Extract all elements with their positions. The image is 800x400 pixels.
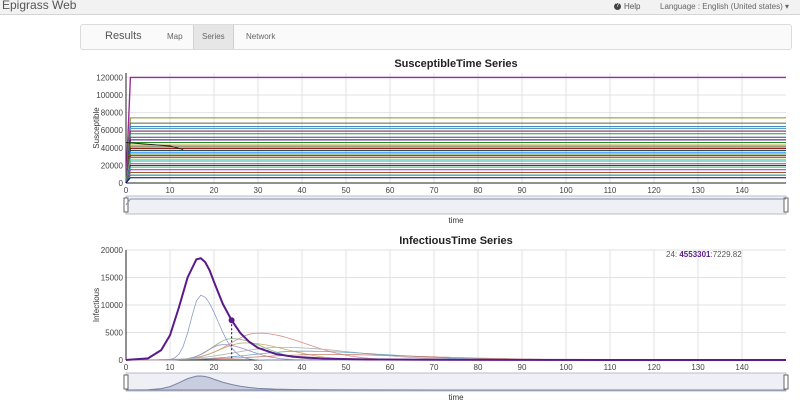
hover-legend: 24: 4553301:7229.82: [666, 250, 742, 259]
x-tick-label: 60: [386, 363, 395, 372]
x-tick-label: 130: [691, 186, 705, 195]
x-tick-label: 80: [474, 186, 483, 195]
x-tick-label: 60: [386, 186, 395, 195]
x-tick-label: 140: [735, 363, 749, 372]
series-line: [125, 76, 786, 184]
x-tick-label: 90: [518, 186, 527, 195]
x-tick-label: 50: [342, 363, 351, 372]
navigator-line: [125, 198, 786, 206]
y-tick-label: 120000: [96, 73, 123, 82]
infectious-series: [125, 257, 787, 361]
x-tick-label: 120: [647, 186, 661, 195]
x-tick-label: 10: [166, 186, 175, 195]
y-axis-label: Susceptible: [92, 107, 101, 149]
susceptible-series: [125, 76, 786, 184]
x-tick-label: 100: [559, 363, 573, 372]
y-tick-label: 10000: [101, 301, 124, 310]
x-tick-label: 70: [430, 363, 439, 372]
x-tick-label: 20: [210, 363, 219, 372]
hover-marker: [228, 317, 235, 324]
y-tick-label: 20000: [101, 246, 124, 255]
tab-series[interactable]: Series: [193, 25, 234, 49]
y-tick-label: 40000: [101, 144, 124, 153]
x-tick-label: 110: [604, 186, 617, 195]
x-axis-label: time: [448, 393, 464, 400]
x-tick-label: 140: [735, 186, 749, 195]
y-tick-label: 0: [119, 179, 124, 188]
x-tick-label: 100: [559, 186, 573, 195]
y-tick-label: 5000: [105, 329, 123, 338]
y-tick-label: 60000: [101, 126, 124, 135]
caret-down-icon: ▾: [784, 2, 789, 11]
y-tick-label: 100000: [96, 91, 123, 100]
x-tick-label: 30: [254, 186, 263, 195]
x-tick-label: 90: [518, 363, 527, 372]
navigator-preview: [125, 375, 787, 391]
x-tick-label: 70: [430, 186, 439, 195]
range-navigator: [123, 372, 789, 392]
results-tabbar: Results Map Series Network: [80, 24, 792, 50]
chart-title: SusceptibleTime Series: [394, 58, 517, 70]
help-label: Help: [624, 2, 641, 11]
help-link[interactable]: ? Help: [614, 2, 640, 11]
y-tick-label: 80000: [101, 109, 124, 118]
navigator-handle-right: [783, 374, 789, 390]
top-navbar: Epigrass Web ? Help Language : English (U…: [0, 0, 800, 15]
y-tick-label: 20000: [101, 161, 124, 170]
x-tick-label: 120: [647, 363, 661, 372]
series-line: [125, 174, 786, 184]
x-tick-label: 0: [124, 363, 129, 372]
navigator-handle-right: [783, 197, 789, 213]
x-tick-label: 50: [342, 186, 351, 195]
x-tick-label: 20: [210, 186, 219, 195]
language-label: Language: [660, 2, 696, 11]
x-axis-label: time: [448, 216, 464, 225]
x-tick-label: 130: [691, 363, 705, 372]
app-brand[interactable]: Epigrass Web: [2, 0, 77, 12]
language-value: English (United states): [702, 2, 783, 11]
navigator-preview: [125, 198, 786, 206]
y-tick-label: 0: [119, 356, 124, 365]
x-tick-label: 0: [124, 186, 129, 195]
susceptible-chart: SusceptibleTime Series 0 10 20 30 40 50 60 70 80 9…: [92, 58, 789, 225]
y-axis-label: Infectious: [92, 288, 101, 322]
hover-legend-value: 4553301: [679, 250, 711, 259]
series-line: [126, 338, 786, 361]
hover-legend-suffix: :7229.82: [711, 250, 743, 259]
chart-title: InfectiousTime Series: [399, 235, 513, 247]
x-tick-label: 80: [474, 363, 483, 372]
tab-network[interactable]: Network: [246, 32, 276, 41]
results-heading: Results: [105, 30, 142, 42]
x-tick-label: 40: [298, 363, 307, 372]
navigator-handle-left: [123, 374, 129, 390]
series-line: [125, 177, 786, 184]
x-tick-label: 110: [604, 363, 617, 372]
hover-legend-prefix: 24:: [666, 250, 679, 259]
question-circle-icon: ?: [614, 3, 621, 11]
x-tick-label: 10: [166, 363, 175, 372]
x-tick-label: 40: [298, 186, 307, 195]
highlighted-series: [125, 142, 184, 151]
x-tick-label: 30: [254, 363, 263, 372]
tab-map[interactable]: Map: [167, 32, 183, 41]
language-selector[interactable]: Language : English (United states) ▾: [660, 2, 789, 11]
y-tick-label: 15000: [101, 274, 124, 283]
navigator-area: [125, 375, 787, 391]
